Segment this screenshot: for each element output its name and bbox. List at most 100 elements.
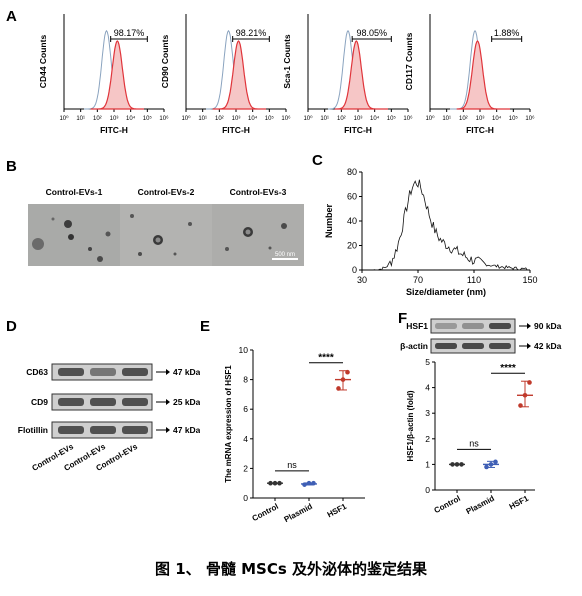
data-point xyxy=(527,380,532,385)
band-name: β-actin xyxy=(400,341,428,351)
y-axis-label: HSF1/β-actin (fold) xyxy=(406,390,415,461)
x-tick-label: 70 xyxy=(413,275,423,285)
y-axis-label: Sca-1 Counts xyxy=(282,34,292,89)
data-point xyxy=(302,482,307,487)
y-tick-label: 60 xyxy=(347,192,357,202)
x-tick-label: 10⁴ xyxy=(248,115,258,122)
figure-caption: 图 1、 骨髓 MSCs 及外泌体的鉴定结果 xyxy=(155,560,427,578)
x-tick-label: 10² xyxy=(337,116,346,122)
x-tick-label: 10⁴ xyxy=(370,115,380,122)
blot-band xyxy=(58,426,84,434)
size-distribution-curve xyxy=(373,179,528,271)
gate-percentage: 1.88% xyxy=(494,28,520,38)
x-tick-label: 10⁴ xyxy=(492,115,502,122)
category-label: Control xyxy=(433,494,462,515)
blot-band xyxy=(90,368,116,376)
data-point xyxy=(454,462,460,467)
blot-band xyxy=(122,426,148,434)
data-point xyxy=(345,369,350,375)
band-name: Flotillin xyxy=(18,425,48,435)
tem-texture-1 xyxy=(28,204,120,266)
x-tick-label: 10³ xyxy=(354,116,363,122)
flow-histograms: 10⁰ 10¹ 10² 10³ 10⁴ 10⁵ 10⁶ 98.17% FITC-H CD44 Co… xyxy=(38,14,535,135)
stained-curve xyxy=(456,40,510,110)
y-tick-label: 0 xyxy=(352,265,357,275)
x-tick-label: 150 xyxy=(522,275,537,285)
band-name: CD9 xyxy=(31,397,48,407)
blot-band xyxy=(435,323,457,329)
gate-percentage: 98.21% xyxy=(236,28,267,38)
data-point xyxy=(336,386,341,391)
y-axis-label: The mRNA expression of HSF1 xyxy=(224,365,233,483)
x-tick-label: 10⁵ xyxy=(387,115,397,122)
category-label: Plasmid xyxy=(465,494,496,516)
blot-band xyxy=(90,398,116,406)
flow-histogram-2: 10⁰ 10¹ 10² 10³ 10⁴ 10⁵ 10⁶ 98.21% FITC-H CD90 Co… xyxy=(160,14,291,135)
panel-label-d: D xyxy=(6,318,17,335)
data-point xyxy=(450,462,455,467)
band-name: CD63 xyxy=(26,367,48,377)
data-point xyxy=(306,480,312,486)
y-tick-label: 6 xyxy=(243,404,248,414)
category-label: HSF1 xyxy=(326,502,349,520)
data-point xyxy=(277,480,282,486)
sig-label-stars: **** xyxy=(500,363,516,374)
band-kda: 90 kDa xyxy=(534,321,562,331)
x-tick-label: 10⁵ xyxy=(143,115,153,122)
x-tick-label: 10¹ xyxy=(198,116,207,122)
panel-label-f: F xyxy=(398,310,408,327)
panel-label-e: E xyxy=(200,318,211,335)
tem-label-2: Control-EVs-2 xyxy=(137,187,195,197)
band-arrow-head xyxy=(527,343,531,349)
x-tick-label: 10⁵ xyxy=(265,115,275,122)
panel-label-a: A xyxy=(6,8,17,25)
x-axis-label: FITC-H xyxy=(466,125,494,135)
y-tick-label: 5 xyxy=(425,357,430,367)
stained-curve xyxy=(90,40,144,110)
band-kda: 47 kDa xyxy=(173,425,200,435)
band-name: HSF1 xyxy=(406,321,428,331)
x-tick-label: 10³ xyxy=(110,116,119,122)
x-tick-label: 10⁰ xyxy=(425,115,435,122)
data-point xyxy=(340,377,346,382)
flow-histogram-1: 10⁰ 10¹ 10² 10³ 10⁴ 10⁵ 10⁶ 98.17% FITC-H CD44 Co… xyxy=(38,14,169,135)
x-tick-label: 10⁶ xyxy=(403,115,413,122)
scale-bar-label: 500 nm xyxy=(275,252,295,258)
tem-image-2 xyxy=(120,204,212,266)
sig-label-stars: **** xyxy=(318,353,334,364)
sig-label-ns: ns xyxy=(287,460,297,470)
band-arrow-head xyxy=(166,399,170,405)
x-axis-label: FITC-H xyxy=(222,125,250,135)
x-tick-label: 10² xyxy=(93,116,102,122)
x-tick-label: 10⁶ xyxy=(281,115,291,122)
x-tick-label: 10³ xyxy=(476,116,485,122)
dotplot-f: HSF1 90 kDa β-actin 42 kDa 0 1 2 3 4 5 HSF1/β-acti… xyxy=(400,318,562,516)
data-point xyxy=(459,462,464,467)
x-tick-label: 10⁶ xyxy=(159,115,169,122)
band-arrow-head xyxy=(166,369,170,375)
blot-band xyxy=(122,368,148,376)
y-tick-label: 20 xyxy=(347,241,357,251)
category-label: Plasmid xyxy=(283,502,314,524)
y-tick-label: 80 xyxy=(347,167,357,177)
data-point xyxy=(268,480,273,486)
y-axis-label: CD44 Counts xyxy=(38,35,48,89)
tem-label-3: Control-EVs-3 xyxy=(229,187,287,197)
blot-band xyxy=(462,343,484,349)
band-kda: 25 kDa xyxy=(173,397,200,407)
blot-band xyxy=(58,398,84,406)
data-point xyxy=(522,392,528,398)
band-kda: 42 kDa xyxy=(534,341,562,351)
x-axis-label: Size/diameter (nm) xyxy=(406,287,486,297)
y-tick-label: 4 xyxy=(243,434,248,444)
x-tick-label: 10² xyxy=(459,116,468,122)
data-point xyxy=(518,403,523,408)
x-tick-label: 10⁵ xyxy=(509,115,519,122)
y-axis-label: CD117 Counts xyxy=(404,32,414,90)
y-tick-label: 2 xyxy=(425,434,430,444)
x-tick-label: 10⁰ xyxy=(181,115,191,122)
y-axis-label: CD90 Counts xyxy=(160,35,170,89)
data-point xyxy=(493,459,498,465)
gate-percentage: 98.17% xyxy=(114,28,145,38)
stained-curve xyxy=(212,40,266,110)
